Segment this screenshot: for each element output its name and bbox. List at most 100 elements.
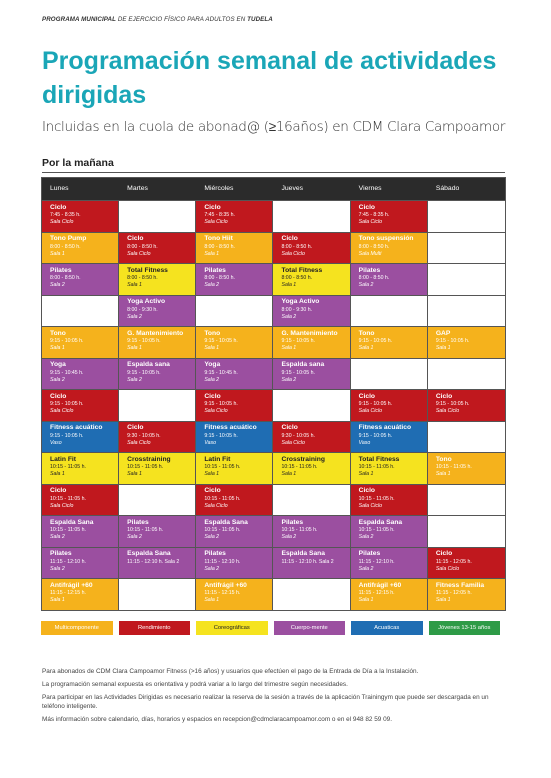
class-room: Sala 1 xyxy=(204,471,220,477)
class-slot[interactable]: Ciclo 7:45 - 8:35 h. Sala Ciclo xyxy=(350,201,428,232)
class-slot[interactable]: Antifrágil +60 11:15 - 12:15 h. Sala 1 xyxy=(42,579,120,610)
class-slot[interactable]: Espalda Sana 10:15 - 11:05 h. Sala 2 xyxy=(196,516,274,547)
class-slot[interactable]: Espalda Sana 10:15 - 11:05 h. Sala 2 xyxy=(350,516,428,547)
class-slot[interactable]: Latin Fit 10:15 - 11:05 h. Sala 1 xyxy=(42,453,120,484)
class-room: Vaso xyxy=(204,439,216,446)
class-slot[interactable]: Yoga 9:15 - 10:45 h. Sala 2 xyxy=(196,358,274,389)
class-slot[interactable]: Pilates 11:15 - 12:10 h. Sala 2 xyxy=(42,547,120,578)
class-slot[interactable]: Espalda Sana 11:15 - 12:10 h. Sala 2 xyxy=(273,547,351,578)
class-slot[interactable]: Ciclo 10:15 - 11:05 h. Sala Ciclo xyxy=(42,484,120,515)
class-time: 9:15 - 10:05 h. xyxy=(50,401,84,407)
empty-slot xyxy=(427,358,505,389)
class-slot[interactable]: Pilates 8:00 - 8:50 h. Sala 2 xyxy=(42,264,120,295)
class-name: Espalda Sana xyxy=(281,550,325,557)
class-slot[interactable]: Ciclo 8:00 - 8:50 h. Sala Ciclo xyxy=(273,232,351,263)
class-time: 10:15 - 11:05 h. xyxy=(204,464,241,470)
class-slot[interactable]: Ciclo 9:15 - 10:05 h. Sala Ciclo xyxy=(350,390,428,421)
class-name: Ciclo xyxy=(127,235,144,242)
class-name: Ciclo xyxy=(281,235,298,242)
class-slot[interactable]: Yoga 9:15 - 10:45 h. Sala 2 xyxy=(42,358,120,389)
class-slot[interactable]: Tono 9:15 - 10:05 h. Sala 1 xyxy=(350,327,428,358)
schedule-row: Fitness acuático 9:15 - 10:05 h. Vaso Ciclo… xyxy=(42,420,505,452)
class-time: 10:15 - 11:05 h. xyxy=(358,495,395,502)
class-room: Sala 1 xyxy=(204,345,220,351)
class-slot[interactable]: Ciclo 7:45 - 8:35 h. Sala Ciclo xyxy=(42,201,120,232)
class-slot[interactable]: Latin Fit 10:15 - 11:05 h. Sala 1 xyxy=(196,453,274,484)
class-time: 8:00 - 8:50 h. xyxy=(127,243,158,250)
class-time: 11:15 - 12:15 h. xyxy=(358,590,395,596)
class-slot[interactable]: Tono 9:15 - 10:05 h. Sala 1 xyxy=(196,327,274,358)
class-name: Ciclo xyxy=(204,392,221,400)
class-time: 9:30 - 10:05 h. xyxy=(281,432,315,439)
class-time: 8:00 - 9:30 h. xyxy=(127,306,158,313)
class-slot[interactable]: Pilates 11:15 - 12:10 h. Sala 2 xyxy=(196,547,274,578)
class-name: Crosstraining xyxy=(127,455,171,463)
empty-slot xyxy=(427,295,505,326)
class-slot[interactable]: Espalda Sana 11:15 - 12:10 h. Sala 2 xyxy=(119,547,197,578)
schedule-row: Pilates 8:00 - 8:50 h. Sala 2 Total Fitness… xyxy=(42,263,505,295)
day-header: Martes xyxy=(127,185,148,192)
class-slot[interactable]: Crosstraining 10:15 - 11:05 h. Sala 1 xyxy=(273,453,351,484)
class-slot[interactable]: Pilates 8:00 - 8:50 h. Sala 2 xyxy=(350,264,428,295)
class-slot[interactable]: Ciclo 9:15 - 10:05 h. Sala Ciclo xyxy=(196,390,274,421)
class-room: Sala 1 xyxy=(204,597,220,603)
class-slot[interactable]: Tono 10:15 - 11:05 h. Sala 1 xyxy=(427,453,505,484)
schedule-row: Espalda Sana 10:15 - 11:05 h. Sala 2 Pilate… xyxy=(42,515,505,547)
class-time: 9:15 - 10:05 h. xyxy=(50,338,84,344)
class-slot[interactable]: Pilates 10:15 - 11:05 h. Sala 2 xyxy=(273,516,351,547)
empty-slot xyxy=(427,484,505,515)
class-slot[interactable]: Tono Pump 8:00 - 8:50 h. Sala 1 xyxy=(42,232,120,263)
class-slot[interactable]: Crosstraining 10:15 - 11:05 h. Sala 1 xyxy=(119,453,197,484)
empty-slot xyxy=(350,358,428,389)
class-slot[interactable]: Pilates 11:15 - 12:10 h. Sala 2 xyxy=(350,547,428,578)
footer-note: Para abonados de CDM Clara Campoamor Fit… xyxy=(42,668,419,675)
class-slot[interactable]: Fitness Familia 11:15 - 12:05 h. Sala 1 xyxy=(427,579,505,610)
class-slot[interactable]: Fitness acuático 9:15 - 10:05 h. Vaso xyxy=(350,421,428,452)
class-slot[interactable]: Ciclo 10:15 - 11:05 h. Sala Ciclo xyxy=(196,484,274,515)
class-name: Latin Fit xyxy=(50,455,77,463)
class-slot[interactable]: Total Fitness 8:00 - 8:50 h. Sala 1 xyxy=(273,264,351,295)
class-room: Sala 2 xyxy=(204,282,220,288)
class-slot[interactable]: Ciclo 9:30 - 10:05 h. Sala Ciclo xyxy=(273,421,351,452)
class-slot[interactable]: Ciclo 9:15 - 10:05 h. Sala Ciclo xyxy=(427,390,505,421)
class-slot[interactable]: Yoga Activo 8:00 - 9:30 h. Sala 2 xyxy=(273,295,351,326)
class-slot[interactable]: Total Fitness 8:00 - 8:50 h. Sala 1 xyxy=(119,264,197,295)
class-slot[interactable]: G. Mantenimiento 9:15 - 10:05 h. Sala 1 xyxy=(119,327,197,358)
class-slot[interactable]: Tono 9:15 - 10:05 h. Sala 1 xyxy=(42,327,120,358)
class-slot[interactable]: Ciclo 8:00 - 8:50 h. Sala Ciclo xyxy=(119,232,197,263)
class-slot[interactable]: Ciclo 10:15 - 11:05 h. Sala Ciclo xyxy=(350,484,428,515)
class-slot[interactable]: Tono suspensión 8:00 - 8:50 h. Sala Multi xyxy=(350,232,428,263)
class-room: Sala Ciclo xyxy=(127,439,151,446)
class-slot[interactable]: GAP 9:15 - 10:05 h. Sala 1 xyxy=(427,327,505,358)
class-room: Sala 2 xyxy=(127,376,142,383)
class-name: Ciclo xyxy=(50,392,67,400)
class-slot[interactable]: G. Mantenimiento 9:15 - 10:05 h. Sala 1 xyxy=(273,327,351,358)
class-name: Ciclo xyxy=(50,203,67,211)
class-name: Ciclo xyxy=(358,203,376,211)
class-slot[interactable]: Tono Hiit 8:00 - 8:50 h. Sala 1 xyxy=(196,232,274,263)
class-name: Pilates xyxy=(50,266,72,274)
class-slot[interactable]: Fitness acuático 9:15 - 10:05 h. Vaso xyxy=(42,421,120,452)
class-slot[interactable]: Ciclo 9:30 - 10:05 h. Sala Ciclo xyxy=(119,421,197,452)
class-room: Sala 2 xyxy=(50,534,65,540)
class-slot[interactable]: Antifrágil +60 11:15 - 12:15 h. Sala 1 xyxy=(350,579,428,610)
class-slot[interactable]: Antifrágil +60 11:15 - 12:15 h. Sala 1 xyxy=(196,579,274,610)
class-slot[interactable]: Pilates 10:15 - 11:05 h. Sala 2 xyxy=(119,516,197,547)
class-room: Sala 1 xyxy=(358,471,374,477)
class-slot[interactable]: Ciclo 9:15 - 10:05 h. Sala Ciclo xyxy=(42,390,120,421)
day-header: Viernes xyxy=(358,185,382,192)
class-slot[interactable]: Yoga Activo 8:00 - 9:30 h. Sala 2 xyxy=(119,295,197,326)
class-slot[interactable]: Total Fitness 10:15 - 11:05 h. Sala 1 xyxy=(350,453,428,484)
class-slot[interactable]: Espalda sana 9:15 - 10:05 h. Sala 2 xyxy=(273,358,351,389)
class-slot[interactable]: Espalda Sana 10:15 - 11:05 h. Sala 2 xyxy=(42,516,120,547)
class-slot[interactable]: Pilates 8:00 - 8:50 h. Sala 2 xyxy=(196,264,274,295)
class-room: Sala 1 xyxy=(127,471,142,477)
class-time: 10:15 - 11:05 h. xyxy=(281,527,318,533)
class-name: Yoga xyxy=(50,361,66,368)
class-slot[interactable]: Espalda sana 9:15 - 10:05 h. Sala 2 xyxy=(119,358,197,389)
class-time: 7:45 - 8:35 h. xyxy=(358,212,390,218)
class-slot[interactable]: Fitness acuático 9:15 - 10:05 h. Vaso xyxy=(196,421,274,452)
class-slot[interactable]: Ciclo 7:45 - 8:35 h. Sala Ciclo xyxy=(196,201,274,232)
empty-slot xyxy=(42,295,120,326)
class-slot[interactable]: Ciclo 11:15 - 12:05 h. Sala Ciclo xyxy=(427,547,505,578)
